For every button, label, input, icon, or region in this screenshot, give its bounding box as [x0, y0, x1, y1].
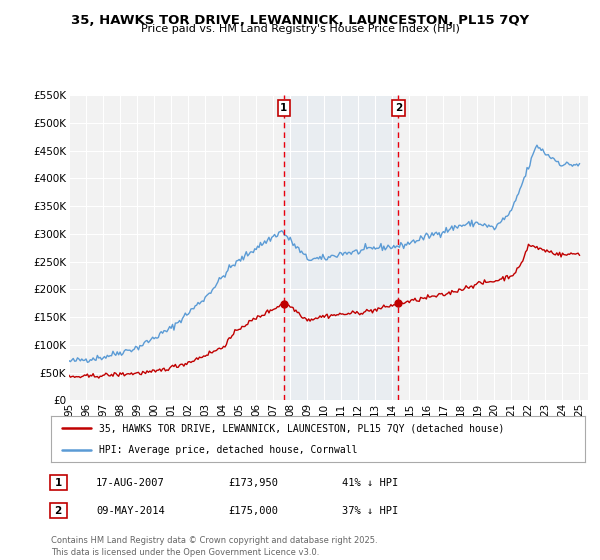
Text: 2: 2	[395, 103, 402, 113]
Text: 37% ↓ HPI: 37% ↓ HPI	[342, 506, 398, 516]
Text: 35, HAWKS TOR DRIVE, LEWANNICK, LAUNCESTON, PL15 7QY: 35, HAWKS TOR DRIVE, LEWANNICK, LAUNCEST…	[71, 14, 529, 27]
Text: 17-AUG-2007: 17-AUG-2007	[96, 478, 165, 488]
Bar	[284, 95, 398, 400]
Text: Contains HM Land Registry data © Crown copyright and database right 2025.
This d: Contains HM Land Registry data © Crown c…	[51, 536, 377, 557]
Text: 1: 1	[280, 103, 287, 113]
Text: Price paid vs. HM Land Registry's House Price Index (HPI): Price paid vs. HM Land Registry's House …	[140, 24, 460, 34]
Text: 1: 1	[55, 478, 62, 488]
Text: £173,950: £173,950	[228, 478, 278, 488]
Text: 09-MAY-2014: 09-MAY-2014	[96, 506, 165, 516]
Text: £175,000: £175,000	[228, 506, 278, 516]
Text: 41% ↓ HPI: 41% ↓ HPI	[342, 478, 398, 488]
Text: 35, HAWKS TOR DRIVE, LEWANNICK, LAUNCESTON, PL15 7QY (detached house): 35, HAWKS TOR DRIVE, LEWANNICK, LAUNCEST…	[99, 423, 505, 433]
Text: 2: 2	[55, 506, 62, 516]
Text: HPI: Average price, detached house, Cornwall: HPI: Average price, detached house, Corn…	[99, 445, 358, 455]
